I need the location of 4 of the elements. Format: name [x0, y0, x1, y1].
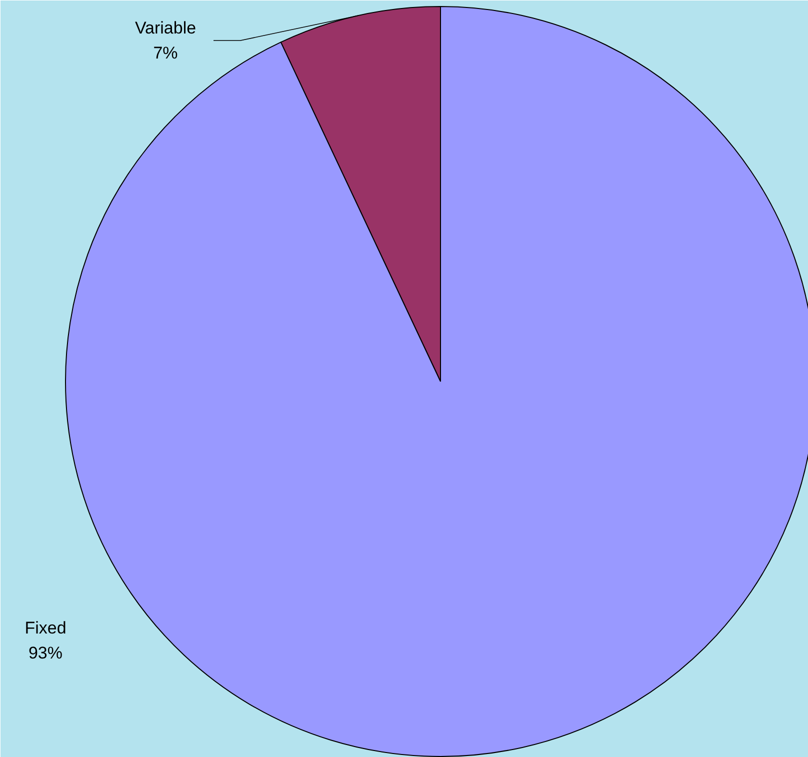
slice-label: Fixed: [24, 618, 66, 638]
slice-label: Variable: [134, 18, 196, 38]
data-label: 7%: [153, 43, 178, 62]
data-label: 93%: [28, 643, 63, 662]
